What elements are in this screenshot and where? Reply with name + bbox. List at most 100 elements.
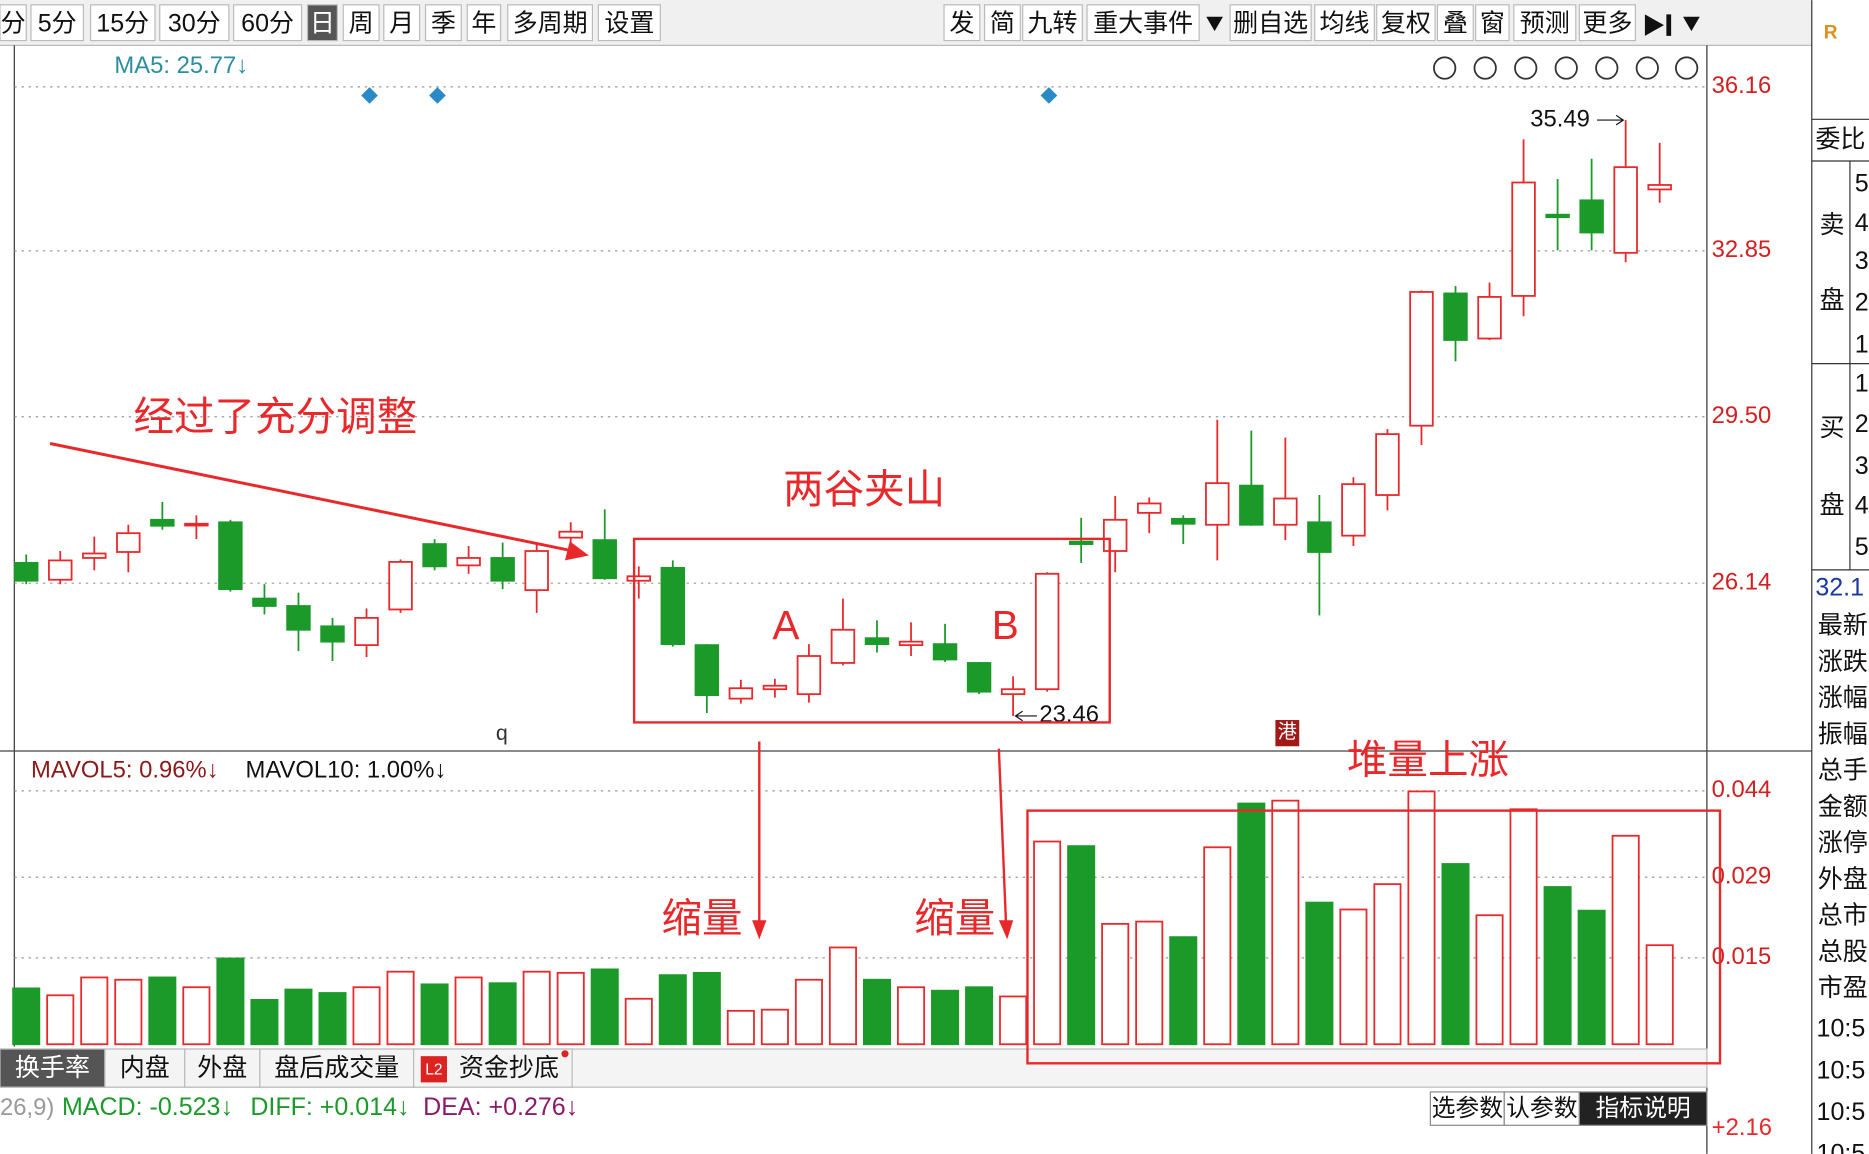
toolbar-button[interactable] (30, 4, 85, 42)
toolbar-button[interactable] (0, 4, 27, 42)
toolbar-button[interactable] (983, 4, 1021, 42)
annotation-text: B (992, 602, 1019, 648)
tool-icon[interactable] (1635, 56, 1659, 80)
panel-price: 32.1 (1815, 574, 1864, 602)
badge-dot (561, 1050, 569, 1058)
tab-label[interactable]: 外盘 (197, 1054, 247, 1082)
tool-icon[interactable] (1514, 56, 1538, 80)
tab-label[interactable]: 换手率 (15, 1054, 90, 1082)
toolbar-button[interactable] (1314, 4, 1375, 42)
volume-bar (1543, 886, 1572, 1046)
toolbar-button[interactable] (507, 4, 594, 42)
tool-icon[interactable] (1675, 56, 1699, 80)
indicator-button-label[interactable]: 指标说明 (1595, 1095, 1690, 1122)
toolbar-label[interactable]: 30分 (168, 10, 221, 38)
toolbar-label[interactable]: 简 (990, 10, 1015, 38)
volume-bar (12, 987, 41, 1046)
candle-body (796, 655, 822, 696)
toolbar-button[interactable] (306, 4, 338, 42)
tab[interactable] (259, 1048, 415, 1088)
toolbar-button[interactable] (159, 4, 230, 42)
toolbar-button[interactable] (424, 4, 462, 42)
field-label: 最新 (1818, 612, 1868, 640)
toolbar-label[interactable]: 更多 (1582, 10, 1632, 38)
more-icon[interactable] (1683, 16, 1700, 32)
volume-bar (250, 999, 279, 1046)
toolbar-button[interactable] (466, 4, 502, 42)
toolbar-label[interactable]: 季 (431, 10, 456, 38)
annotation-box (632, 537, 1111, 724)
tab[interactable] (104, 1048, 186, 1088)
toolbar-label[interactable]: 重大事件 (1093, 10, 1193, 38)
toolbar-label[interactable]: 日 (310, 10, 335, 38)
indicator-button-label[interactable]: 选参数 (1432, 1095, 1504, 1122)
toolbar-label[interactable]: 预测 (1520, 10, 1570, 38)
volume-bar (1203, 846, 1232, 1046)
volume-bar (454, 976, 483, 1046)
annotation-text: 缩量 (662, 895, 743, 941)
tab-label[interactable]: 资金抄底 (459, 1054, 559, 1082)
event-marker[interactable] (429, 87, 446, 104)
toolbar-button[interactable] (233, 4, 303, 42)
toolbar-label[interactable]: 设置 (604, 10, 654, 38)
toolbar-label[interactable]: 窗 (1480, 10, 1505, 38)
field-label: 总股 (1818, 938, 1868, 966)
tab[interactable] (184, 1048, 261, 1088)
hk-badge (1275, 720, 1300, 747)
tool-icon[interactable] (1554, 56, 1578, 80)
toolbar-label[interactable]: 月 (389, 10, 414, 38)
toolbar-button[interactable] (1475, 4, 1510, 42)
tab-label[interactable]: 内盘 (120, 1054, 170, 1082)
tool-icon[interactable] (1433, 56, 1457, 80)
dropdown-icon[interactable] (1206, 16, 1223, 32)
volume-bar (386, 970, 415, 1046)
toolbar-label[interactable]: 均线 (1320, 10, 1370, 38)
toolbar-button[interactable] (943, 4, 981, 42)
volume-bar (1407, 790, 1436, 1046)
toolbar-button[interactable] (89, 4, 156, 42)
toolbar-button[interactable] (1086, 4, 1200, 42)
toolbar-button[interactable] (383, 4, 421, 42)
toolbar-button[interactable] (1578, 4, 1636, 42)
jump-icon[interactable] (1644, 14, 1672, 36)
toolbar-label[interactable]: 九转 (1027, 10, 1077, 38)
volume-bar (1509, 808, 1538, 1046)
toolbar-button[interactable] (1513, 4, 1577, 42)
indicator-button-label[interactable]: 认参数 (1506, 1095, 1578, 1122)
toolbar-label[interactable]: 年 (471, 10, 496, 38)
tab-label[interactable]: 盘后成交量 (274, 1054, 399, 1082)
toolbar-label[interactable]: 周 (349, 10, 374, 38)
toolbar-button[interactable] (1022, 4, 1083, 42)
toolbar-label[interactable]: 删自选 (1233, 10, 1308, 38)
toolbar-button[interactable] (1436, 4, 1474, 42)
event-marker[interactable] (1040, 87, 1058, 104)
toolbar-label[interactable]: 分 (1, 10, 26, 38)
volume-bar (80, 976, 109, 1046)
toolbar-button[interactable] (1229, 4, 1312, 42)
indicator-button[interactable] (1578, 1091, 1708, 1126)
toolbar-button[interactable] (597, 4, 661, 42)
annotation-arrowhead (752, 920, 767, 940)
toolbar-label[interactable]: 60分 (241, 10, 294, 38)
tool-icon[interactable] (1595, 56, 1619, 80)
candle-body (558, 530, 583, 539)
toolbar-label[interactable]: 多周期 (513, 10, 588, 38)
toolbar-button[interactable] (1376, 4, 1436, 42)
candle-body (184, 522, 209, 527)
candle-body (1511, 181, 1536, 297)
time-label: 10:5 (1817, 1098, 1866, 1126)
volume-bar (216, 957, 245, 1046)
max-label: 35.49 (1530, 105, 1590, 132)
toolbar-button[interactable] (342, 4, 380, 42)
toolbar-label[interactable]: 发 (949, 10, 974, 38)
toolbar-label[interactable]: 叠 (1443, 10, 1468, 38)
toolbar-label[interactable]: 15分 (96, 10, 149, 38)
toolbar-label[interactable]: 5分 (38, 10, 77, 38)
candle-body (218, 521, 243, 591)
indicator-button[interactable] (1503, 1091, 1580, 1126)
tool-icon[interactable] (1473, 56, 1497, 80)
candle-body (660, 566, 686, 646)
toolbar-label[interactable]: 复权 (1381, 10, 1431, 38)
y-tick-label: 0.015 (1712, 943, 1772, 970)
event-marker[interactable] (361, 87, 378, 104)
